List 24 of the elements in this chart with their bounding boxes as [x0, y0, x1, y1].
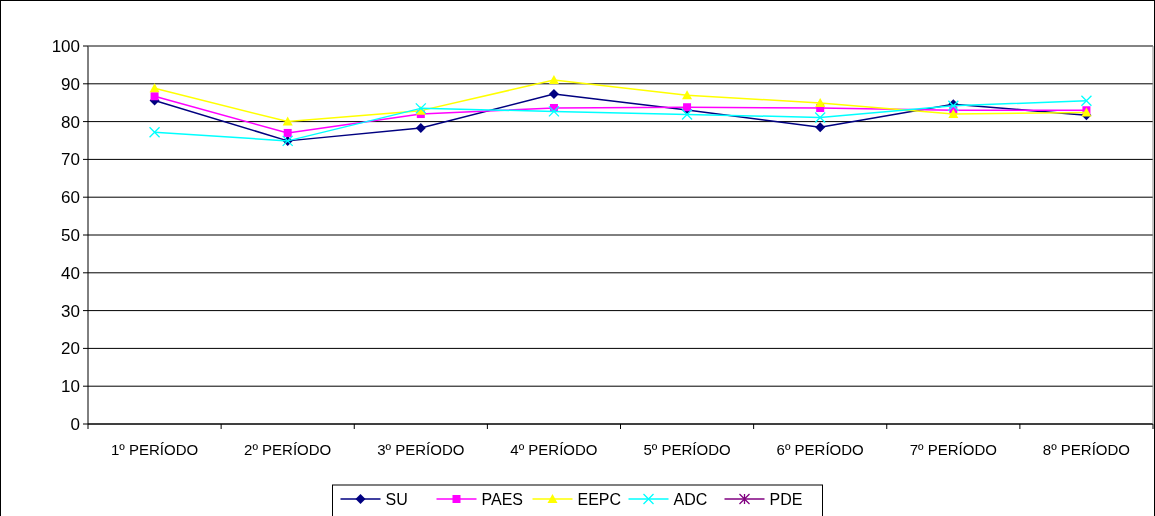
y-tick-label: 50 — [61, 225, 80, 245]
x-tick-label: 8º PERÍODO — [1042, 441, 1131, 458]
y-tick-label: 20 — [61, 339, 80, 359]
legend-label: PDE — [769, 490, 803, 508]
y-tick-label: 40 — [61, 263, 80, 283]
y-tick-label: 30 — [61, 301, 80, 321]
legend-label: SU — [385, 490, 408, 508]
x-tick-label: 3º PERÍODO — [377, 441, 465, 458]
legend-label: PAES — [481, 490, 523, 508]
y-tick-label: 10 — [61, 377, 80, 397]
legend-label: EEPC — [577, 490, 622, 508]
x-tick-label: 2º PERÍODO — [244, 441, 332, 458]
x-tick-label: 7º PERÍODO — [909, 441, 997, 458]
x-tick-label: 5º PERÍODO — [643, 441, 731, 458]
y-tick-label: 80 — [61, 112, 80, 132]
y-tick-label: 60 — [61, 188, 80, 208]
y-tick-label: 0 — [70, 414, 80, 434]
x-tick-label: 4º PERÍODO — [510, 441, 598, 458]
y-tick-label: 100 — [51, 36, 80, 56]
y-tick-label: 70 — [61, 150, 80, 170]
y-tick-label: 90 — [61, 74, 80, 94]
x-tick-label: 6º PERÍODO — [776, 441, 864, 458]
x-tick-label: 1º PERÍODO — [110, 441, 199, 458]
legend-label: ADC — [673, 490, 708, 508]
